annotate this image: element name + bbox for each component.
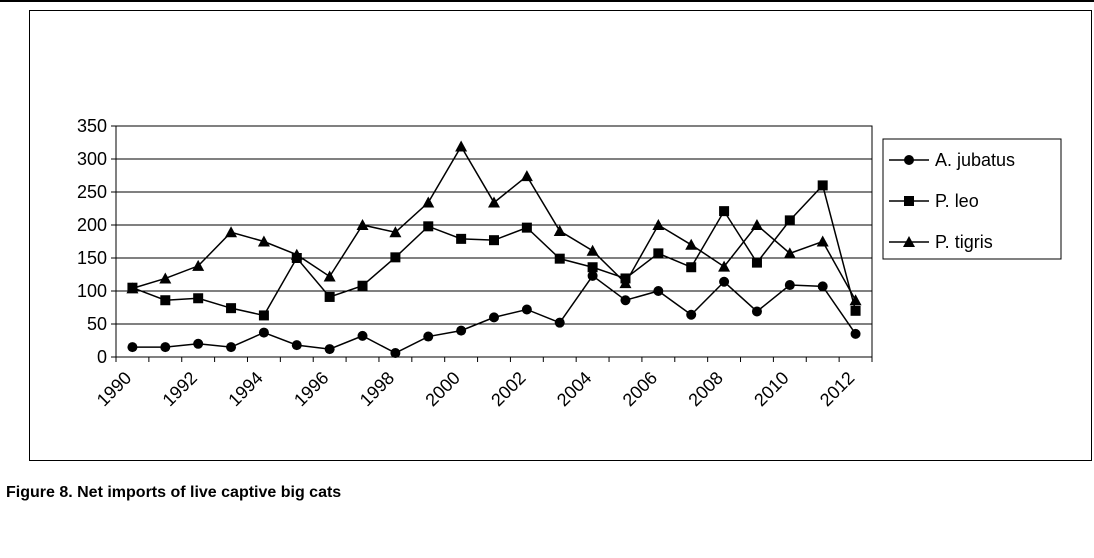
data-point [489, 312, 499, 323]
data-point [488, 196, 500, 208]
data-point [783, 247, 796, 259]
data-point [817, 180, 828, 191]
data-point [323, 270, 336, 282]
data-point [554, 253, 565, 264]
legend-label: P. tigris [935, 232, 993, 252]
data-point [389, 226, 402, 238]
figure-caption: Figure 8. Net imports of live captive bi… [6, 484, 342, 501]
data-point [192, 259, 205, 271]
data-point [751, 306, 762, 317]
data-point [718, 260, 731, 272]
data-point [159, 272, 172, 284]
data-point [619, 277, 632, 289]
data-point [587, 262, 598, 273]
legend: A. jubatus P. leo P. tigris [882, 138, 1062, 260]
data-point [422, 196, 435, 208]
data-point [686, 262, 697, 273]
series-square [127, 180, 861, 321]
data-point [193, 293, 204, 304]
legend-marker [903, 236, 915, 247]
data-point [390, 252, 401, 263]
data-point [553, 224, 566, 236]
data-point [160, 342, 171, 353]
y-tick-label: 200 [77, 215, 107, 235]
data-point [620, 295, 631, 306]
data-point [423, 331, 434, 342]
data-point [193, 338, 204, 349]
y-tick-label: 300 [77, 149, 107, 169]
data-point [587, 270, 598, 281]
data-point [850, 328, 861, 339]
series-layer [126, 140, 862, 359]
data-point [290, 248, 303, 260]
legend-item: A. jubatus [889, 150, 1015, 170]
data-point [750, 219, 763, 230]
data-point [257, 235, 270, 247]
data-point [324, 291, 335, 302]
data-point [554, 317, 565, 328]
legend-marker [904, 155, 914, 165]
data-point [751, 257, 762, 268]
data-point [456, 325, 467, 336]
y-tick-label: 0 [97, 347, 107, 367]
data-point [456, 233, 467, 244]
data-point [850, 305, 861, 316]
series-triangle [126, 140, 862, 306]
data-point [784, 215, 795, 226]
series-circle [127, 270, 861, 359]
legend-item: P. tigris [889, 232, 993, 252]
data-point [423, 221, 434, 232]
data-point [390, 348, 401, 359]
data-point [686, 309, 697, 320]
data-point [226, 303, 237, 314]
data-point [521, 304, 532, 315]
data-point [719, 276, 730, 287]
data-point [653, 248, 664, 259]
legend-label: P. leo [935, 191, 979, 211]
y-tick-label: 350 [77, 116, 107, 136]
data-point [784, 280, 795, 291]
y-tick-label: 250 [77, 182, 107, 202]
legend-marker [904, 196, 914, 206]
top-rule [0, 0, 1094, 2]
data-point [489, 235, 499, 246]
legend-item: P. leo [889, 191, 979, 211]
data-point [849, 294, 862, 306]
data-point [356, 219, 369, 230]
data-point [719, 206, 730, 217]
data-point [357, 280, 368, 291]
y-tick-label: 50 [87, 314, 107, 334]
data-point [324, 344, 335, 355]
data-point [126, 282, 139, 294]
data-point [258, 327, 269, 338]
data-point [160, 295, 171, 306]
data-point [685, 238, 698, 250]
data-point [520, 170, 533, 182]
data-point [586, 244, 599, 256]
y-tick-label: 100 [77, 281, 107, 301]
plot-area [115, 125, 873, 358]
data-point [258, 310, 269, 321]
data-point [816, 235, 829, 247]
data-point [291, 340, 302, 351]
data-point [226, 342, 237, 353]
data-point [653, 286, 664, 296]
data-point [455, 140, 468, 152]
data-point [652, 219, 665, 230]
data-point [357, 330, 368, 341]
y-tick-label: 150 [77, 248, 107, 268]
data-point [521, 222, 532, 233]
data-point [817, 281, 828, 292]
data-point [225, 226, 238, 238]
chart-frame: 0 50 100 150 200 250 300 350 1990 1992 1994 1996 199… [29, 10, 1093, 462]
legend-label: A. jubatus [935, 150, 1015, 170]
data-point [127, 342, 138, 353]
